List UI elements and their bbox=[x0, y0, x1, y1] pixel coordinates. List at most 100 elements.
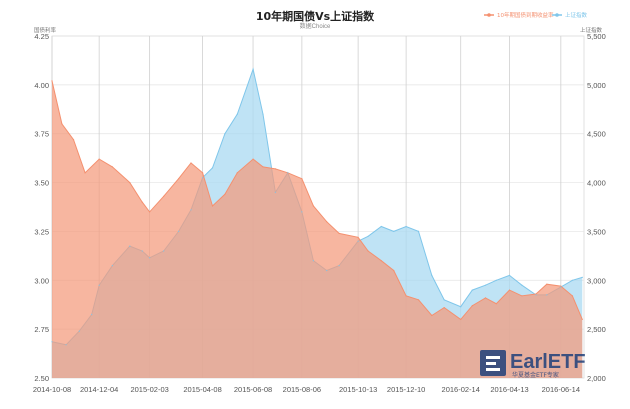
x-tick-label: 2015-02-03 bbox=[130, 385, 168, 394]
index-point bbox=[471, 289, 473, 291]
index-point bbox=[202, 177, 204, 179]
bond-point bbox=[560, 285, 562, 287]
bond-point bbox=[495, 303, 497, 305]
y-left-tick-label: 4.00 bbox=[34, 81, 49, 90]
index-point bbox=[236, 113, 238, 115]
index-point bbox=[535, 294, 537, 296]
bond-point bbox=[262, 166, 264, 168]
y-left-tick-label: 2.75 bbox=[34, 325, 49, 334]
index-point bbox=[380, 225, 382, 228]
x-tick-label: 2016-04-13 bbox=[490, 385, 528, 394]
bond-point bbox=[431, 314, 433, 317]
x-tick-label: 2015-04-08 bbox=[183, 385, 221, 394]
bond-point bbox=[252, 158, 254, 160]
index-point bbox=[149, 257, 151, 259]
watermark-tagline: 华夏基金ETF专家 bbox=[512, 371, 559, 379]
bond-point bbox=[202, 172, 204, 174]
bond-point bbox=[405, 295, 407, 297]
index-point bbox=[252, 68, 254, 70]
bond-point bbox=[149, 211, 151, 213]
index-point bbox=[521, 284, 523, 286]
legend-marker-bond bbox=[487, 13, 491, 17]
bond-point bbox=[581, 318, 583, 320]
bond-point bbox=[61, 123, 63, 125]
bond-point bbox=[338, 232, 340, 234]
index-point bbox=[129, 245, 131, 247]
index-point bbox=[262, 113, 264, 115]
index-point bbox=[178, 230, 180, 232]
bond-point bbox=[274, 168, 276, 170]
index-point bbox=[163, 250, 165, 252]
index-point bbox=[546, 294, 548, 296]
chart-subtitle: 数据Choice bbox=[300, 22, 331, 30]
index-point bbox=[431, 274, 433, 276]
index-point bbox=[495, 279, 497, 281]
bond-point bbox=[417, 299, 420, 301]
bond-point bbox=[535, 293, 537, 295]
y-right-tick-label: 4,500 bbox=[587, 130, 606, 139]
bond-point bbox=[141, 201, 143, 203]
index-point bbox=[581, 276, 583, 278]
series-area-bond bbox=[52, 80, 583, 379]
watermark-logo-bar bbox=[486, 362, 496, 365]
index-point bbox=[326, 269, 328, 272]
legend-label-index: 上证指数 bbox=[565, 11, 588, 19]
bond-point bbox=[484, 297, 487, 299]
bond-point bbox=[443, 307, 445, 309]
index-point bbox=[190, 209, 192, 211]
index-point bbox=[571, 279, 574, 281]
y-left-tick-label: 3.00 bbox=[34, 276, 49, 285]
index-point bbox=[274, 191, 276, 193]
right-axis-label: 上证指数 bbox=[580, 26, 603, 34]
bond-point bbox=[178, 178, 180, 180]
index-point bbox=[78, 330, 80, 332]
y-right-tick-label: 3,000 bbox=[587, 276, 606, 285]
y-right-tick-label: 5,500 bbox=[587, 32, 606, 41]
y-left-tick-label: 4.25 bbox=[34, 32, 49, 41]
bond-point bbox=[367, 250, 369, 252]
y-right-tick-label: 2,500 bbox=[587, 325, 606, 334]
x-tick-label: 2016-02-14 bbox=[442, 385, 480, 394]
bond-point bbox=[236, 172, 238, 174]
legend-marker-index bbox=[555, 13, 559, 17]
y-left-tick-label: 3.75 bbox=[34, 130, 49, 139]
index-point bbox=[393, 230, 395, 232]
index-point bbox=[224, 133, 226, 135]
watermark-logo-bar bbox=[486, 368, 500, 371]
bond-point bbox=[546, 283, 548, 285]
index-point bbox=[560, 286, 562, 288]
bond-point bbox=[312, 205, 314, 207]
index-point bbox=[91, 313, 93, 316]
x-tick-label: 2015-06-08 bbox=[234, 385, 272, 394]
x-tick-label: 2016-06-14 bbox=[542, 385, 580, 394]
index-point bbox=[484, 284, 487, 286]
bond-point bbox=[190, 162, 192, 164]
bond-point bbox=[571, 295, 574, 297]
index-point bbox=[312, 260, 314, 262]
bond-point bbox=[521, 295, 523, 297]
index-point bbox=[405, 225, 407, 228]
bond-point bbox=[460, 318, 462, 320]
x-tick-label: 2014-12-04 bbox=[80, 385, 118, 394]
x-tick-label: 2015-10-13 bbox=[339, 385, 377, 394]
bond-point bbox=[163, 195, 165, 197]
legend-label-bond: 10年期国债到期收益率 bbox=[497, 11, 554, 19]
index-point bbox=[443, 299, 445, 301]
bond-point bbox=[393, 269, 395, 272]
y-left-tick-label: 3.50 bbox=[34, 179, 49, 188]
index-point bbox=[417, 230, 420, 232]
bond-point bbox=[98, 158, 100, 160]
index-point bbox=[51, 341, 53, 343]
y-right-tick-label: 5,000 bbox=[587, 81, 606, 90]
bond-point bbox=[111, 166, 113, 168]
index-point bbox=[338, 265, 340, 267]
x-tick-label: 2014-10-08 bbox=[33, 385, 71, 394]
bond-point bbox=[357, 236, 359, 238]
bond-point bbox=[224, 193, 226, 195]
watermark-brand: EarlETF bbox=[510, 351, 586, 373]
bond-point bbox=[129, 182, 131, 184]
bond-point bbox=[380, 260, 382, 262]
index-point bbox=[508, 274, 511, 276]
